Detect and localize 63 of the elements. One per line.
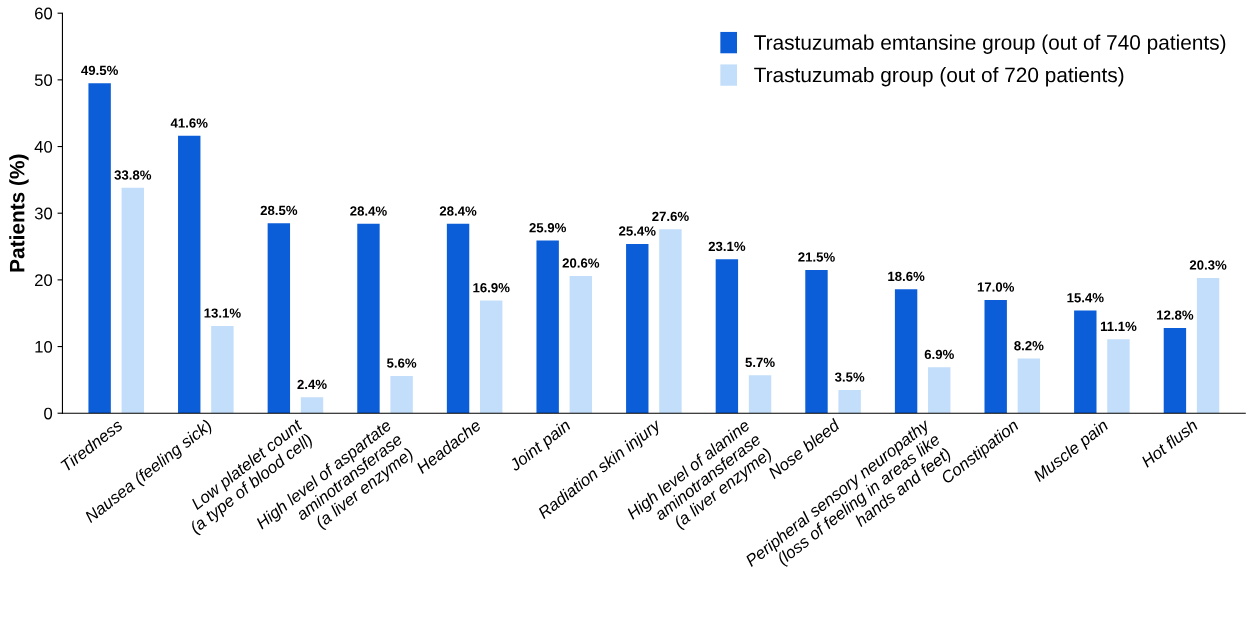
- y-tick-label: 40: [34, 140, 53, 153]
- y-tick-label: 60: [35, 7, 53, 20]
- bar: [300, 397, 324, 414]
- legend-label: Trastuzumab group (out of 720 patients): [754, 67, 1124, 87]
- data-label: 15.4%: [1067, 293, 1104, 303]
- y-tick-label: 50: [34, 74, 53, 87]
- data-label: 12.8%: [1157, 310, 1194, 320]
- bar: [894, 289, 918, 414]
- data-label: 18.6%: [888, 271, 925, 282]
- bar: [121, 187, 144, 414]
- bar: [748, 375, 772, 414]
- bar: [838, 389, 861, 414]
- bar: [390, 375, 413, 414]
- data-label: 49.5%: [81, 65, 118, 76]
- bar: [1074, 310, 1097, 414]
- data-label: 11.1%: [1100, 321, 1137, 332]
- bar: [1107, 339, 1130, 414]
- bar: [1163, 327, 1187, 414]
- bar: [984, 299, 1007, 414]
- data-label: 16.9%: [473, 283, 510, 293]
- bar: [805, 269, 828, 414]
- data-label: 8.2%: [1014, 341, 1044, 351]
- data-label: 20.3%: [1189, 260, 1227, 270]
- bar: [267, 223, 291, 414]
- data-label: 2.4%: [297, 379, 327, 390]
- data-label: 5.6%: [386, 358, 417, 368]
- data-label: 17.0%: [977, 282, 1015, 292]
- data-label: 6.9%: [924, 349, 954, 360]
- bar: [211, 325, 234, 414]
- data-label: 5.7%: [745, 357, 775, 368]
- y-axis-title: Patients (%): [9, 154, 29, 272]
- data-label: 27.6%: [652, 211, 689, 222]
- bar: [1017, 358, 1041, 414]
- y-tick-label: 0: [44, 407, 53, 420]
- y-tick-label: 20: [35, 274, 53, 287]
- data-label: 25.4%: [619, 226, 656, 236]
- bar: [536, 240, 559, 414]
- data-label: 28.4%: [439, 206, 477, 216]
- legend-label: Trastuzumab emtansine group (out of 740 patients): [754, 34, 1226, 54]
- bar: [569, 275, 593, 414]
- data-label: 21.5%: [798, 252, 835, 262]
- data-label: 20.6%: [562, 258, 600, 268]
- bar: [1196, 277, 1220, 414]
- bar: [178, 135, 201, 414]
- y-tick-label: 10: [35, 340, 53, 353]
- bar: [659, 229, 682, 414]
- x-tick-label: Hot flush: [1140, 418, 1199, 468]
- data-label: 41.6%: [170, 118, 208, 128]
- bar: [446, 223, 470, 414]
- data-label: 25.9%: [529, 223, 567, 233]
- bar: [715, 259, 739, 414]
- data-label: 33.8%: [114, 170, 152, 180]
- data-label: 13.1%: [204, 308, 241, 318]
- y-tick-label: 30: [34, 207, 53, 220]
- data-label: 28.4%: [350, 206, 387, 216]
- data-label: 3.5%: [834, 372, 865, 382]
- bar: [928, 367, 951, 414]
- bar: [357, 223, 380, 414]
- bar: [480, 300, 503, 414]
- data-label: 23.1%: [708, 241, 746, 252]
- data-label: 28.5%: [260, 205, 298, 216]
- bar: [88, 83, 111, 414]
- bar: [626, 243, 649, 414]
